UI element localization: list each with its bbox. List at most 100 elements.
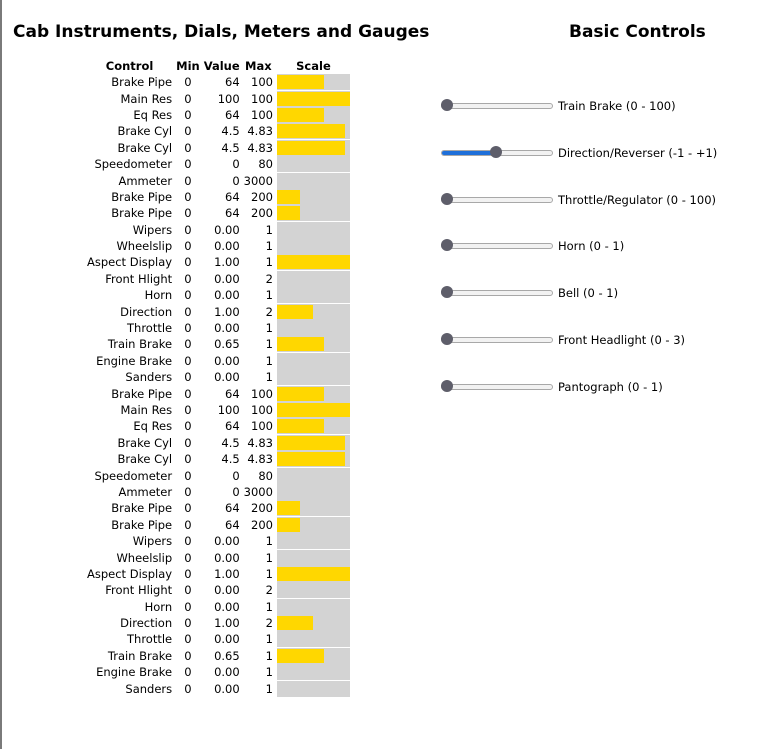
instruments-heading: Cab Instruments, Dials, Meters and Gauge…: [13, 22, 430, 42]
table-row: Brake Pipe 0 64 200: [85, 500, 352, 517]
header-value: Value: [203, 58, 240, 73]
control-slider-thumb[interactable]: [441, 379, 453, 392]
gauge-scale: [275, 434, 352, 451]
gauge-name: Ammeter: [118, 484, 173, 499]
gauge-max: 4.83: [247, 452, 273, 467]
control-slider-thumb[interactable]: [441, 99, 453, 111]
gauge-max: 1: [265, 550, 273, 565]
table-row: Sanders 0 0.00 1: [85, 680, 352, 697]
gauge-max: 100: [251, 403, 273, 417]
table-row: Eq Res 0 64 100: [85, 418, 352, 435]
gauge-scale: [275, 615, 352, 632]
control-slider[interactable]: [441, 336, 553, 343]
control-slider[interactable]: [441, 290, 553, 297]
table-row: Brake Cyl 0 4.5 4.83: [85, 451, 352, 468]
gauge-max: 2: [265, 583, 273, 598]
gauge-min: 0: [184, 632, 192, 647]
gauge-bar-track: [276, 451, 350, 468]
gauge-bar-track: [276, 106, 350, 123]
gauge-scale: [275, 680, 352, 697]
header-max: Max: [245, 58, 272, 73]
gauge-bar-fill: [276, 304, 314, 319]
gauge-max: 1: [265, 321, 273, 336]
gauge-min: 0: [184, 501, 192, 516]
gauge-max: 1: [265, 665, 273, 680]
gauge-value: 0.00: [214, 271, 240, 286]
header-min: Min: [176, 58, 200, 73]
gauge-value: 0.00: [214, 681, 240, 696]
gauge-bar-track: [276, 631, 350, 648]
gauge-max: 100: [251, 75, 273, 90]
gauge-name: Main Res: [120, 91, 173, 106]
gauge-min: 0: [184, 271, 192, 286]
gauge-name: Engine Brake: [96, 665, 173, 680]
gauge-bar-fill: [276, 566, 350, 581]
gauge-scale: [275, 369, 352, 386]
gauge-bar-track: [276, 680, 350, 697]
gauge-max: 200: [251, 517, 273, 532]
control-label: Direction/Reverser (-1 - +1): [558, 145, 718, 160]
table-row: Brake Pipe 0 64 200: [85, 516, 352, 533]
gauge-max: 4.83: [247, 124, 273, 139]
control-slider-thumb[interactable]: [490, 145, 502, 158]
control-slider-thumb[interactable]: [441, 239, 453, 252]
gauge-max: 1: [265, 288, 273, 303]
gauge-name: Wipers: [132, 222, 173, 237]
gauge-value: 0.00: [214, 222, 240, 237]
control-slider-thumb[interactable]: [441, 286, 453, 299]
control-slider-thumb[interactable]: [441, 192, 453, 205]
control-slider[interactable]: [441, 243, 553, 250]
gauge-bar-track: [276, 221, 350, 238]
table-row: Brake Pipe 0 64 200: [85, 205, 352, 222]
gauge-name: Ammeter: [118, 173, 173, 188]
table-row: Horn 0 0.00 1: [85, 598, 352, 615]
gauge-scale: [275, 90, 352, 107]
gauge-name: Eq Res: [133, 107, 173, 122]
gauge-bar-fill: [276, 189, 301, 204]
gauge-value: 0.65: [214, 648, 240, 663]
gauge-scale: [275, 565, 352, 582]
gauge-name: Wheelslip: [116, 239, 173, 254]
gauge-value: 4.5: [221, 140, 240, 155]
gauge-max: 1: [265, 566, 273, 581]
control-slider[interactable]: [441, 383, 553, 390]
header-control: Control: [105, 58, 154, 73]
gauge-bar-fill: [276, 206, 301, 221]
gauge-max: 1: [265, 648, 273, 663]
gauge-value: 64: [225, 419, 240, 434]
gauge-max: 100: [251, 91, 273, 106]
gauge-name: Brake Pipe: [111, 206, 173, 221]
control-slider[interactable]: [441, 103, 553, 109]
control-slider[interactable]: [441, 196, 553, 203]
gauge-min: 0: [184, 91, 192, 106]
table-row: Wipers 0 0.00 1: [85, 221, 352, 238]
control-label: Bell (0 - 1): [558, 286, 619, 301]
control-label: Train Brake (0 - 100): [558, 99, 676, 113]
gauge-min: 0: [184, 189, 192, 204]
gauge-min: 0: [184, 353, 192, 368]
gauge-value: 64: [225, 386, 240, 401]
gauge-value: 0.00: [214, 321, 240, 336]
gauge-scale: [275, 320, 352, 337]
gauge-scale: [275, 483, 352, 500]
gauge-scale: [275, 287, 352, 304]
gauge-min: 0: [184, 239, 192, 254]
table-row: Sanders 0 0.00 1: [85, 369, 352, 386]
gauge-scale: [275, 205, 352, 222]
gauge-name: Brake Pipe: [111, 75, 173, 90]
control-slider-thumb[interactable]: [441, 332, 453, 345]
gauge-scale: [275, 221, 352, 238]
gauge-bar-track: [276, 270, 350, 287]
gauge-scale: [275, 156, 352, 173]
gauge-value: 1.00: [214, 255, 240, 270]
gauge-name: Horn: [144, 288, 173, 303]
table-row: Aspect Display 0 1.00 1: [85, 565, 352, 582]
gauge-bar-track: [276, 369, 350, 386]
gauge-name: Speedometer: [94, 468, 173, 483]
table-row: Engine Brake 0 0.00 1: [85, 664, 352, 681]
gauge-bar-fill: [276, 419, 324, 434]
gauge-value: 4.5: [221, 124, 240, 139]
gauge-name: Horn: [144, 599, 173, 614]
gauge-bar-fill: [276, 616, 314, 631]
control-label: Horn (0 - 1): [558, 239, 625, 254]
